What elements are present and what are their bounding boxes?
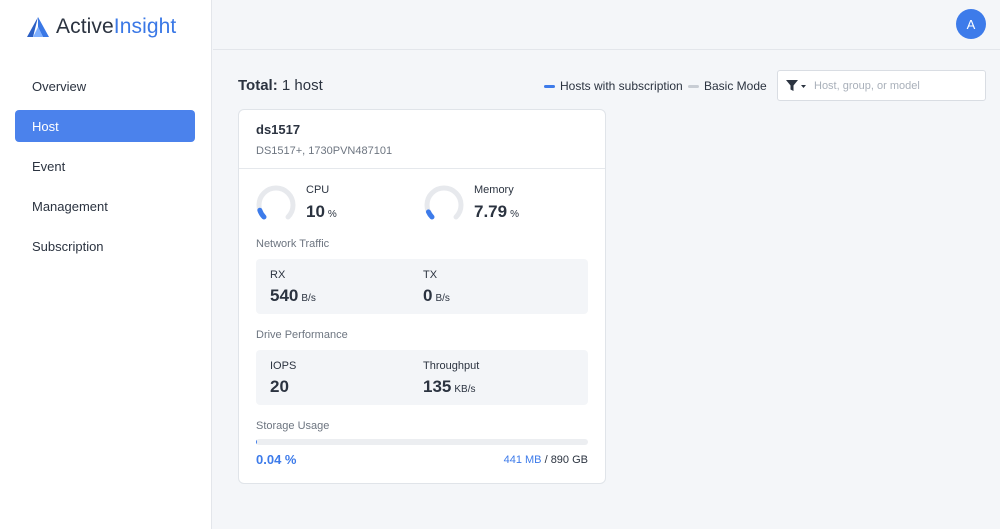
storage-usage-title: Storage Usage (256, 420, 330, 432)
sidebar-item-overview[interactable]: Overview (15, 70, 195, 102)
iops-label: IOPS (270, 360, 297, 372)
storage-used: 441 MB (503, 454, 542, 466)
host-name: ds1517 (256, 122, 301, 137)
rx-label: RX (270, 269, 286, 281)
activeinsight-logo-icon (27, 17, 49, 37)
topbar: A (213, 0, 1000, 50)
host-card[interactable]: ds1517 DS1517+, 1730PVN487101 CPU 10% Me… (238, 109, 606, 484)
legend-label: Hosts with subscription (560, 79, 683, 93)
host-model-serial: DS1517+, 1730PVN487101 (256, 145, 393, 157)
memory-label: Memory (474, 184, 514, 196)
filter-icon (786, 79, 806, 91)
filter-dropdown-button[interactable] (778, 71, 814, 100)
drive-performance-title: Drive Performance (256, 329, 348, 341)
storage-total: 890 GB (550, 454, 588, 466)
sidebar-item-management[interactable]: Management (15, 190, 195, 222)
network-traffic-title: Network Traffic (256, 238, 330, 250)
user-avatar[interactable]: A (956, 9, 986, 39)
total-label: Total: (238, 77, 278, 94)
memory-gauge-ring (424, 185, 464, 220)
throughput-value: 135 KB/s (423, 377, 476, 396)
sidebar-item-label: Event (32, 158, 66, 174)
search-input[interactable] (814, 79, 974, 92)
rx-value: 540 B/s (270, 286, 316, 305)
host-card-header: ds1517 DS1517+, 1730PVN487101 (239, 110, 605, 169)
legend-hosts-with-subscription: Hosts with subscription (544, 79, 683, 93)
search-box (777, 70, 986, 101)
legend-label: Basic Mode (704, 79, 767, 93)
app-logo[interactable]: ActiveInsight (26, 14, 176, 40)
memory-gauge: Memory 7.79% (423, 182, 583, 224)
cpu-value: 10% (306, 202, 337, 221)
host-total: Total: 1 host (238, 77, 323, 94)
sidebar-nav: Overview Host Event Management Subscript… (15, 70, 195, 270)
sidebar-item-label: Overview (32, 78, 87, 94)
sidebar-item-host[interactable]: Host (15, 110, 195, 142)
sidebar-item-subscription[interactable]: Subscription (15, 230, 195, 262)
network-traffic-panel: RX 540 B/s TX 0 B/s (256, 259, 588, 314)
throughput-label: Throughput (423, 360, 480, 372)
sidebar-item-label: Host (32, 118, 59, 134)
drive-performance-panel: IOPS 20 Throughput 135 KB/s (256, 350, 588, 405)
storage-usage-bar (256, 439, 588, 445)
legend-swatch (544, 84, 555, 88)
sidebar-item-label: Subscription (32, 238, 104, 254)
storage-usage-size: 441 MB / 890 GB (503, 454, 588, 466)
sidebar-item-label: Management (32, 198, 108, 214)
tx-value: 0 B/s (423, 286, 450, 305)
tx-label: TX (423, 269, 438, 281)
total-value: 1 host (281, 77, 323, 94)
legend-swatch (688, 84, 699, 88)
legend-basic-mode: Basic Mode (688, 79, 767, 93)
storage-usage-percent: 0.04 % (256, 452, 297, 467)
sidebar-item-event[interactable]: Event (15, 150, 195, 182)
sidebar: ActiveInsight Overview Host Event Manage… (0, 0, 212, 529)
cpu-gauge-ring (256, 185, 296, 220)
memory-value: 7.79% (474, 202, 519, 221)
cpu-label: CPU (306, 184, 330, 196)
app-name: ActiveInsight (56, 15, 177, 38)
iops-value: 20 (270, 377, 289, 396)
cpu-gauge: CPU 10% (255, 182, 415, 224)
